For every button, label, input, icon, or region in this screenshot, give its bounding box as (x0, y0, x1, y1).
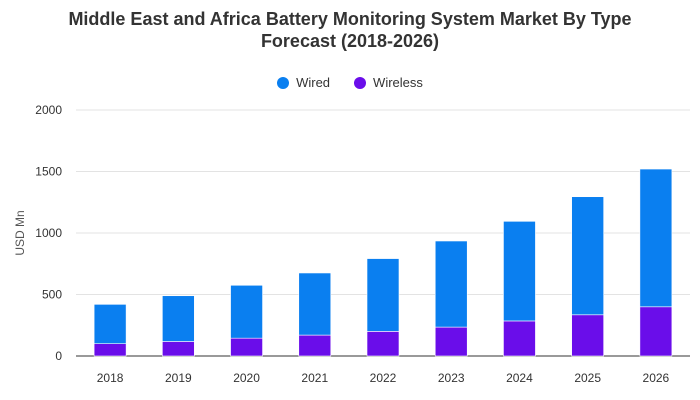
legend-swatch-wireless (354, 76, 367, 89)
x-tick-label: 2018 (97, 371, 124, 385)
x-tick-label: 2020 (233, 371, 260, 385)
y-axis-title: USD Mn (13, 210, 27, 255)
bar-wired-2022 (366, 258, 400, 332)
bar-wireless-2019 (162, 341, 195, 357)
bar-wireless-2021 (298, 334, 332, 357)
bar-wireless-2018 (93, 343, 127, 357)
bar-wired-2024 (503, 221, 536, 322)
bar-wireless-2024 (503, 320, 536, 357)
bar-wired-2018 (93, 304, 127, 344)
bar-wired-2023 (434, 240, 468, 328)
bar-wireless-2026 (639, 306, 673, 357)
x-tick-label: 2026 (643, 371, 670, 385)
bar-wired-2019 (162, 295, 195, 342)
chart-title: Middle East and Africa Battery Monitorin… (0, 8, 700, 52)
y-tick-label: 1500 (35, 165, 62, 179)
bar-wireless-2020 (230, 337, 263, 357)
bar-wired-2020 (230, 284, 263, 339)
x-tick-label: 2022 (370, 371, 397, 385)
x-tick-label: 2023 (438, 371, 465, 385)
legend-label-wireless: Wireless (373, 75, 423, 90)
y-tick-label: 0 (55, 349, 62, 363)
x-tick-label: 2024 (506, 371, 533, 385)
y-tick-label: 500 (42, 288, 62, 302)
bar-wireless-2022 (366, 331, 400, 357)
y-tick-label: 1000 (35, 226, 62, 240)
bar-wired-2025 (571, 196, 604, 316)
bar-wireless-2023 (434, 326, 468, 357)
legend-swatch-wired (277, 76, 290, 89)
legend-label-wired: Wired (296, 75, 331, 90)
x-tick-label: 2025 (574, 371, 601, 385)
bar-wired-2026 (639, 168, 673, 308)
x-tick-label: 2019 (165, 371, 192, 385)
chart-title-line-2: Forecast (2018-2026) (260, 31, 440, 51)
legend-item-wired[interactable]: Wired (277, 75, 330, 90)
bar-wired-2021 (298, 272, 332, 336)
legend-item-wireless[interactable]: Wireless (354, 75, 423, 90)
legend: Wired Wireless (0, 75, 700, 90)
y-tick-label: 2000 (35, 103, 62, 117)
x-tick-label: 2021 (301, 371, 328, 385)
bar-wireless-2025 (571, 314, 604, 357)
chart-title-line-1: Middle East and Africa Battery Monitorin… (68, 9, 632, 29)
